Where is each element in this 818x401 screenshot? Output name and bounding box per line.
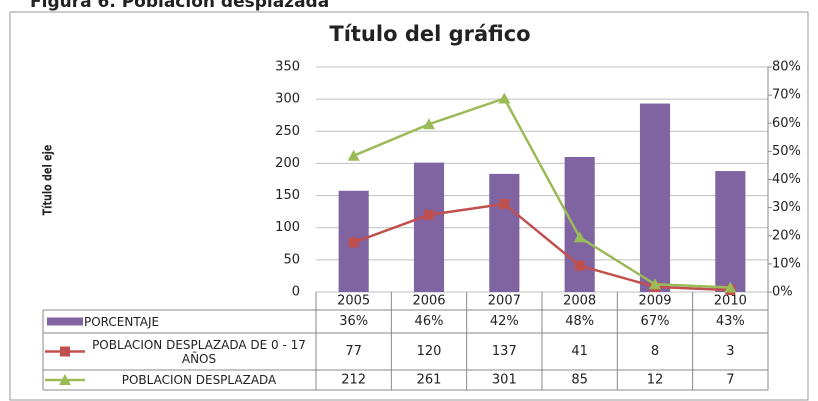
y-tick-label: 350 — [275, 60, 300, 75]
legend-label: PORCENTAJE — [84, 314, 160, 329]
chart-border — [9, 11, 809, 401]
table-value: 85 — [571, 373, 588, 388]
marker — [499, 198, 510, 209]
y-tick-label: 300 — [275, 92, 300, 107]
marker — [574, 260, 585, 271]
table-value: 3 — [726, 344, 734, 359]
legend-key — [59, 374, 71, 385]
x-tick-label: 2005 — [337, 294, 370, 309]
legend-entry: PORCENTAJE — [84, 314, 160, 329]
y-tick-label: 100 — [275, 220, 300, 235]
table-value: 77 — [345, 344, 362, 359]
marker — [348, 237, 359, 248]
x-tick-label: 2009 — [638, 294, 671, 309]
legend-key — [60, 346, 70, 357]
y-tick-label: 250 — [275, 124, 300, 139]
y2-tick-label: 10% — [772, 256, 801, 271]
bar — [413, 162, 445, 292]
y-tick-label: 0 — [292, 285, 300, 300]
bar — [715, 171, 746, 292]
table-value: 43% — [716, 314, 745, 329]
table-value: 212 — [341, 373, 366, 388]
table-value: 120 — [417, 344, 442, 359]
table-value: 7 — [726, 373, 734, 388]
marker — [649, 278, 661, 290]
legend-label: POBLACION DESPLAZADA — [121, 373, 277, 387]
marker — [347, 149, 360, 161]
marker — [423, 118, 435, 130]
table-value: 301 — [492, 373, 517, 388]
y2-tick-label: 40% — [772, 172, 801, 187]
y-tick-label: 50 — [283, 252, 300, 267]
y-tick-label: 150 — [275, 188, 300, 203]
table-value: 41 — [571, 344, 588, 359]
y2-tick-label: 70% — [772, 88, 801, 103]
marker — [498, 92, 511, 104]
x-tick-label: 2006 — [412, 294, 445, 309]
legend-entry: POBLACION DESPLAZADA — [121, 373, 277, 387]
legend-key — [47, 317, 83, 326]
y2-tick-label: 60% — [772, 116, 801, 131]
y2-tick-label: 50% — [772, 144, 801, 159]
y-axis-title: Título del eje — [40, 145, 54, 216]
y2-tick-label: 0% — [772, 285, 793, 300]
marker — [724, 281, 737, 293]
x-tick-label: 2008 — [563, 294, 596, 309]
table-value: 261 — [417, 373, 442, 388]
line — [353, 96, 731, 289]
table-value: 137 — [492, 344, 517, 359]
table-value: 67% — [641, 314, 670, 329]
table-value: 46% — [415, 314, 444, 329]
x-tick-label: 2010 — [714, 294, 747, 309]
chart-title: Título del gráfico — [329, 22, 530, 46]
table-value: 36% — [339, 314, 368, 329]
marker — [424, 209, 434, 220]
y2-tick-label: 20% — [772, 228, 801, 243]
legend-label: POBLACION DESPLAZADA DE 0 - 17 AÑOS — [92, 337, 306, 366]
table-value: 48% — [565, 314, 594, 329]
bar — [489, 173, 520, 292]
y-tick-label: 200 — [275, 156, 300, 171]
line — [353, 202, 731, 292]
figure-caption: Figura 6. Población desplazada — [30, 0, 329, 12]
marker — [573, 231, 586, 243]
table-value: 8 — [651, 344, 659, 359]
y2-tick-label: 80% — [772, 60, 801, 75]
table-value: 42% — [490, 314, 519, 329]
legend-entry: POBLACION DESPLAZADA DE 0 - 17 AÑOS — [92, 337, 306, 366]
bar — [564, 157, 595, 292]
bar — [639, 103, 671, 292]
y2-tick-label: 30% — [772, 200, 801, 215]
x-tick-label: 2007 — [488, 294, 521, 309]
table-value: 12 — [647, 373, 664, 388]
